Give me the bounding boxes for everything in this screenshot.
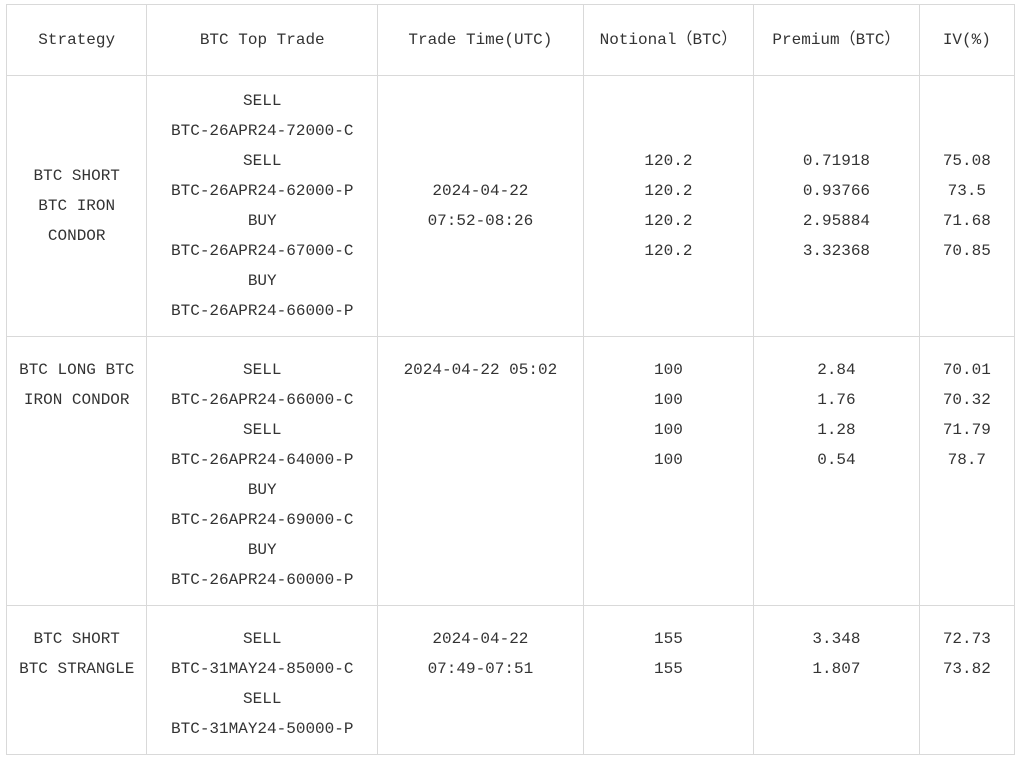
cell-notional-line: 155 (590, 654, 748, 684)
header-row: Strategy BTC Top Trade Trade Time(UTC) N… (7, 5, 1015, 76)
cell-strategy-line: BTC LONG BTC (11, 355, 142, 385)
cell-premium-line: 1.76 (760, 385, 912, 415)
cell-premium: 2.841.761.280.54 (754, 337, 919, 606)
cell-iv-line: 73.82 (926, 654, 1008, 684)
cell-premium: 0.719180.937662.958843.32368 (754, 76, 919, 337)
cell-iv: 72.7373.82 (919, 606, 1014, 755)
cell-trade-line: SELL (153, 86, 371, 116)
cell-strategy-line: CONDOR (11, 221, 142, 251)
cell-iv-line: 70.01 (926, 355, 1008, 385)
col-header-strategy: Strategy (7, 5, 147, 76)
cell-notional-line: 120.2 (590, 176, 748, 206)
cell-trade-line: BUY (153, 535, 371, 565)
cell-strategy-line: IRON CONDOR (11, 385, 142, 415)
cell-notional-line: 120.2 (590, 146, 748, 176)
cell-strategy: BTC SHORTBTC IRONCONDOR (7, 76, 147, 337)
cell-premium-line: 0.71918 (760, 146, 912, 176)
cell-notional-line: 100 (590, 415, 748, 445)
cell-premium-line: 2.95884 (760, 206, 912, 236)
cell-premium-line: 1.28 (760, 415, 912, 445)
cell-time: 2024-04-2207:52-08:26 (378, 76, 584, 337)
cell-premium: 3.3481.807 (754, 606, 919, 755)
cell-trade-line: SELL (153, 415, 371, 445)
cell-trade-line: SELL (153, 355, 371, 385)
cell-time-line: 07:49-07:51 (384, 654, 577, 684)
cell-trade-line: BTC-31MAY24-85000-C (153, 654, 371, 684)
col-header-premium: Premium（BTC） (754, 5, 919, 76)
cell-trade-line: SELL (153, 684, 371, 714)
cell-strategy-line: BTC SHORT (11, 624, 142, 654)
cell-trade-line: BTC-26APR24-69000-C (153, 505, 371, 535)
cell-iv-line: 75.08 (926, 146, 1008, 176)
cell-trade-line: SELL (153, 146, 371, 176)
cell-trade-line: BTC-26APR24-72000-C (153, 116, 371, 146)
cell-trade-line: BUY (153, 475, 371, 505)
cell-notional: 155155 (583, 606, 754, 755)
cell-iv-line: 70.32 (926, 385, 1008, 415)
table-row: BTC SHORTBTC STRANGLESELLBTC-31MAY24-850… (7, 606, 1015, 755)
cell-iv-line: 71.79 (926, 415, 1008, 445)
table-head: Strategy BTC Top Trade Trade Time(UTC) N… (7, 5, 1015, 76)
col-header-iv: IV(%) (919, 5, 1014, 76)
trades-table: Strategy BTC Top Trade Trade Time(UTC) N… (6, 4, 1015, 755)
cell-time-line: 2024-04-22 05:02 (384, 355, 577, 385)
cell-trade: SELLBTC-31MAY24-85000-CSELLBTC-31MAY24-5… (147, 606, 378, 755)
cell-notional: 120.2120.2120.2120.2 (583, 76, 754, 337)
table-body: BTC SHORTBTC IRONCONDORSELLBTC-26APR24-7… (7, 76, 1015, 755)
cell-notional-line: 100 (590, 445, 748, 475)
cell-trade-line: BTC-26APR24-67000-C (153, 236, 371, 266)
cell-strategy-line: BTC SHORT (11, 161, 142, 191)
cell-trade-line: BTC-26APR24-66000-P (153, 296, 371, 326)
cell-time-line: 07:52-08:26 (384, 206, 577, 236)
cell-premium-line: 1.807 (760, 654, 912, 684)
cell-trade-line: BTC-26APR24-60000-P (153, 565, 371, 595)
cell-premium-line: 2.84 (760, 355, 912, 385)
cell-trade-line: BUY (153, 266, 371, 296)
cell-trade-line: BUY (153, 206, 371, 236)
cell-notional: 100100100100 (583, 337, 754, 606)
cell-time-line: 2024-04-22 (384, 176, 577, 206)
cell-premium-line: 3.32368 (760, 236, 912, 266)
cell-trade-line: BTC-26APR24-66000-C (153, 385, 371, 415)
cell-trade: SELLBTC-26APR24-66000-CSELLBTC-26APR24-6… (147, 337, 378, 606)
cell-iv-line: 72.73 (926, 624, 1008, 654)
table-row: BTC SHORTBTC IRONCONDORSELLBTC-26APR24-7… (7, 76, 1015, 337)
cell-strategy: BTC LONG BTCIRON CONDOR (7, 337, 147, 606)
cell-time-line: 2024-04-22 (384, 624, 577, 654)
cell-notional-line: 120.2 (590, 236, 748, 266)
cell-trade: SELLBTC-26APR24-72000-CSELLBTC-26APR24-6… (147, 76, 378, 337)
col-header-trade: BTC Top Trade (147, 5, 378, 76)
cell-notional-line: 100 (590, 355, 748, 385)
cell-iv-line: 71.68 (926, 206, 1008, 236)
cell-premium-line: 0.54 (760, 445, 912, 475)
cell-notional-line: 120.2 (590, 206, 748, 236)
cell-trade-line: SELL (153, 624, 371, 654)
cell-strategy: BTC SHORTBTC STRANGLE (7, 606, 147, 755)
table-container: Strategy BTC Top Trade Trade Time(UTC) N… (0, 0, 1021, 765)
cell-notional-line: 155 (590, 624, 748, 654)
cell-trade-line: BTC-31MAY24-50000-P (153, 714, 371, 744)
col-header-time: Trade Time(UTC) (378, 5, 584, 76)
cell-iv: 70.0170.3271.7978.7 (919, 337, 1014, 606)
cell-iv-line: 78.7 (926, 445, 1008, 475)
cell-premium-line: 3.348 (760, 624, 912, 654)
cell-iv: 75.0873.571.6870.85 (919, 76, 1014, 337)
cell-notional-line: 100 (590, 385, 748, 415)
cell-strategy-line: BTC IRON (11, 191, 142, 221)
col-header-notional: Notional（BTC） (583, 5, 754, 76)
cell-strategy-line: BTC STRANGLE (11, 654, 142, 684)
cell-time: 2024-04-2207:49-07:51 (378, 606, 584, 755)
table-row: BTC LONG BTCIRON CONDORSELLBTC-26APR24-6… (7, 337, 1015, 606)
cell-premium-line: 0.93766 (760, 176, 912, 206)
cell-iv-line: 70.85 (926, 236, 1008, 266)
cell-trade-line: BTC-26APR24-62000-P (153, 176, 371, 206)
cell-time: 2024-04-22 05:02 (378, 337, 584, 606)
cell-trade-line: BTC-26APR24-64000-P (153, 445, 371, 475)
cell-iv-line: 73.5 (926, 176, 1008, 206)
